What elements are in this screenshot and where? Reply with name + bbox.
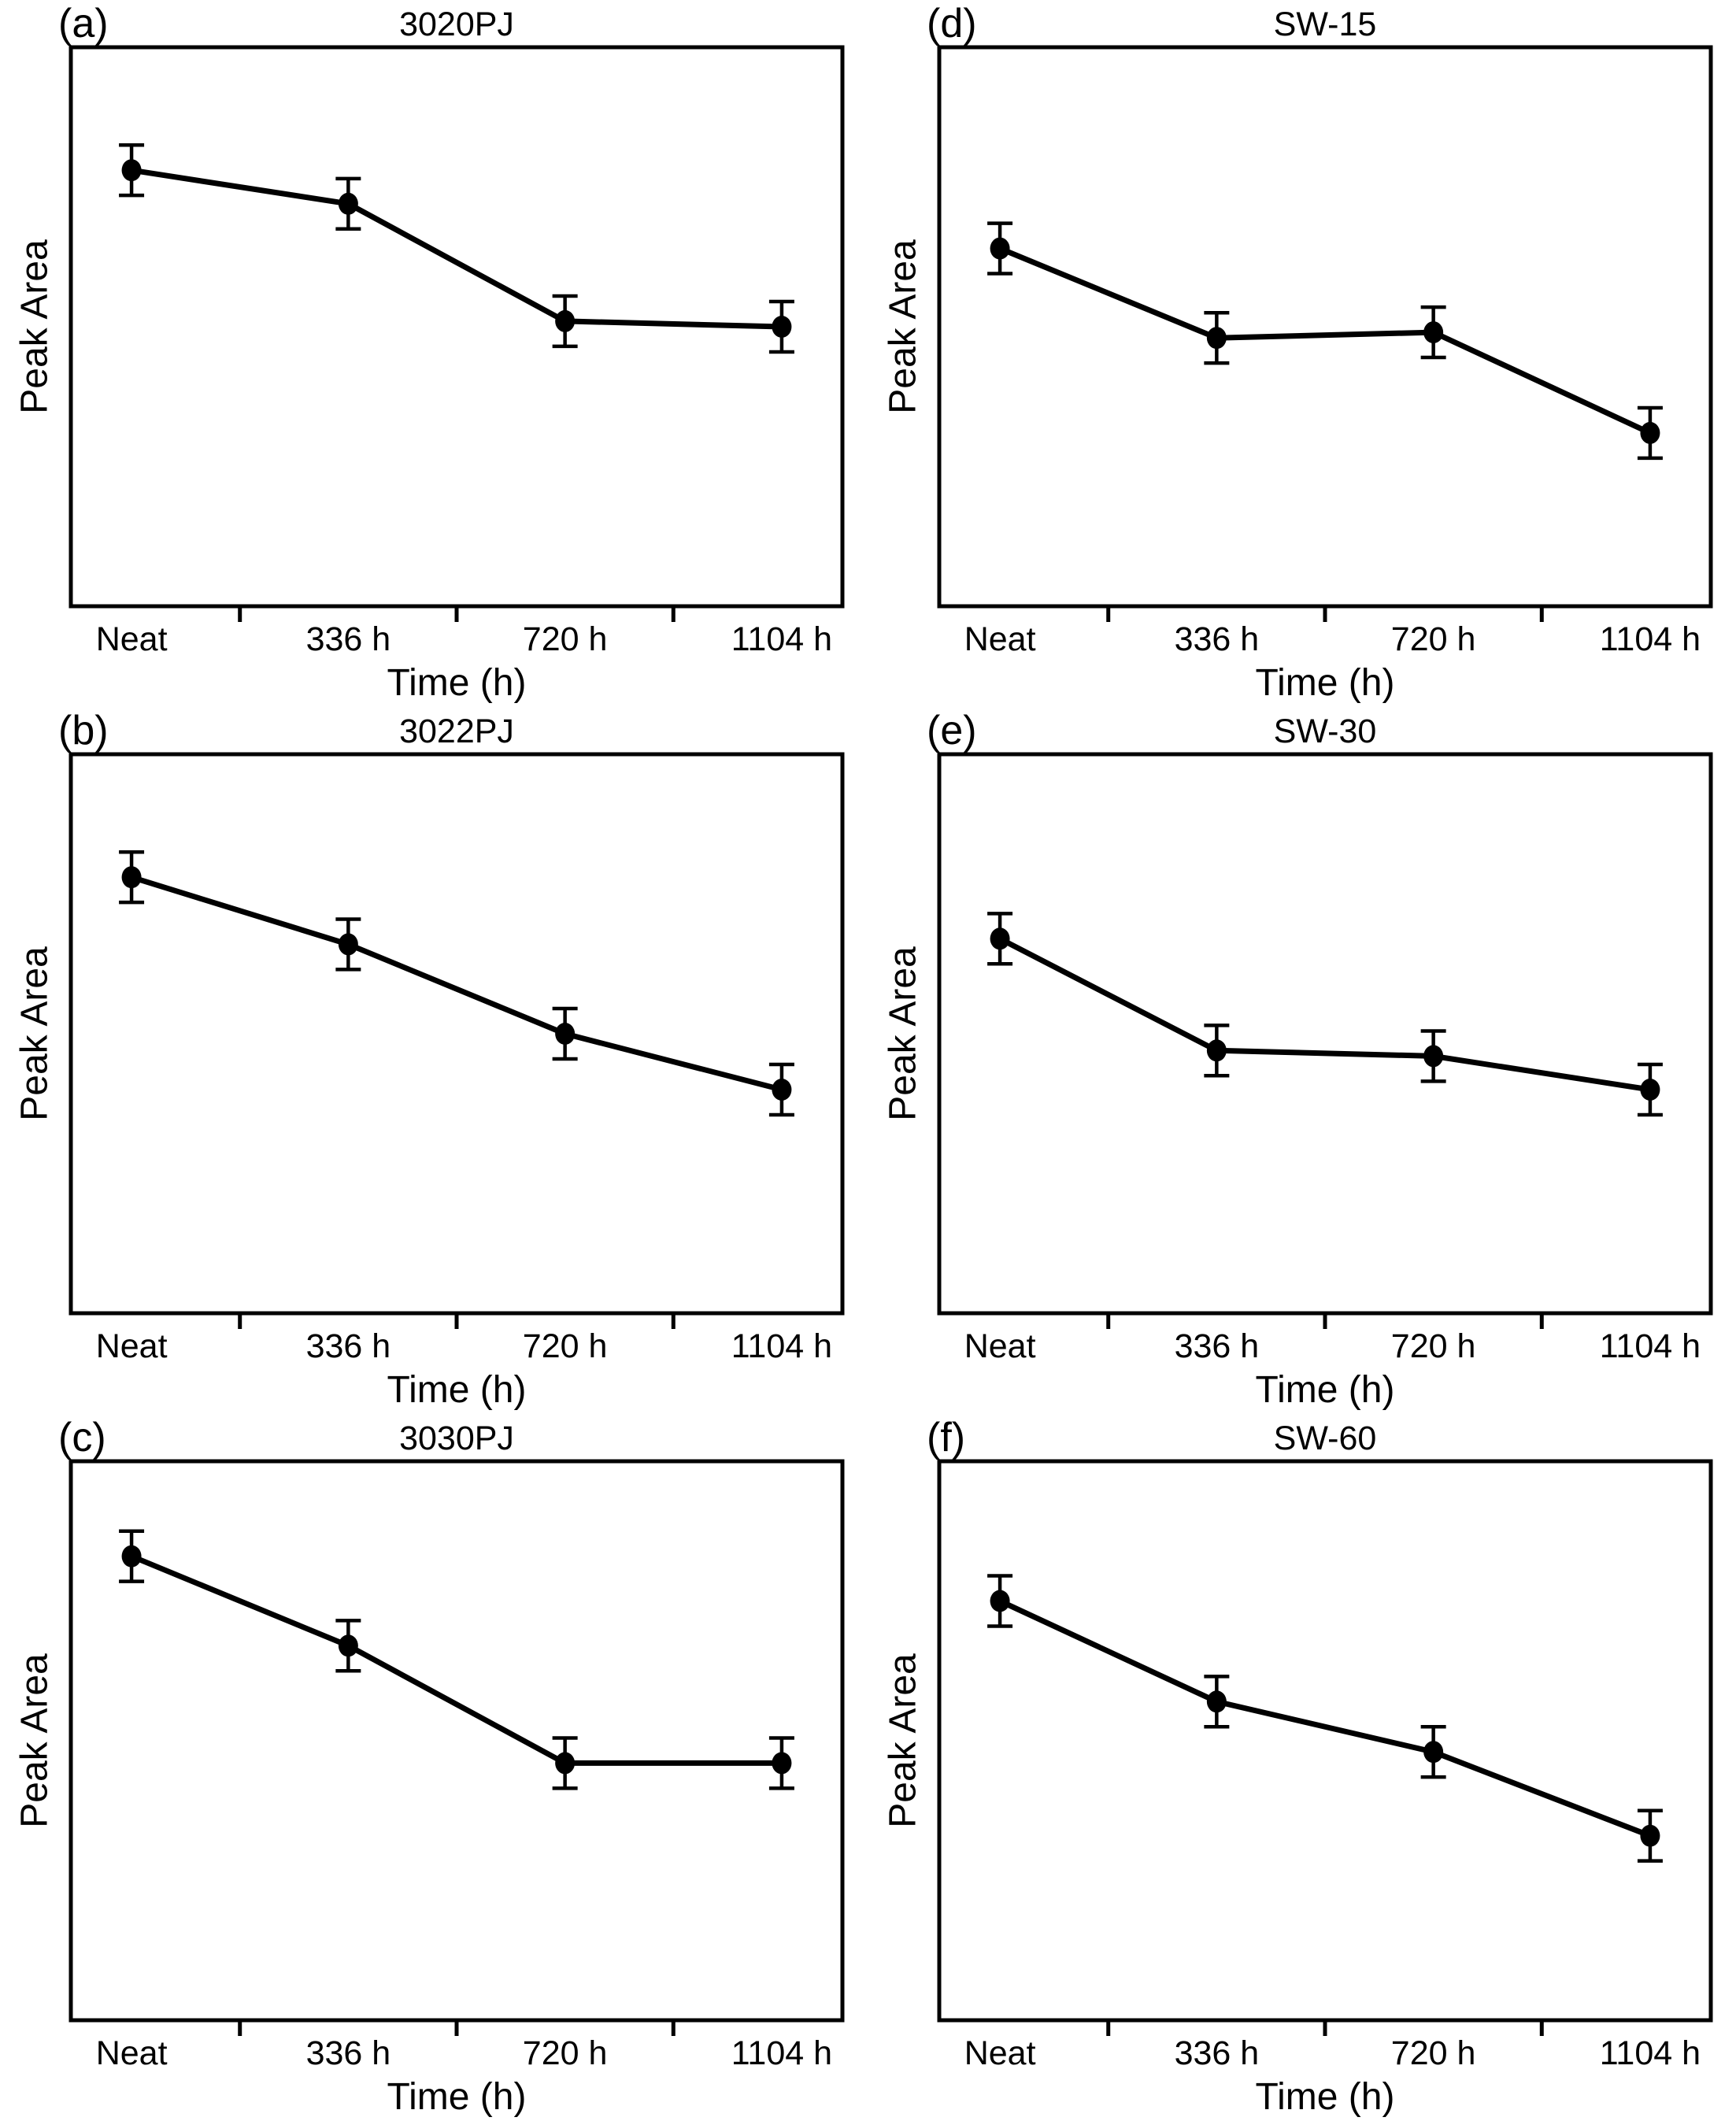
panel-title: SW-60: [1273, 1420, 1377, 1457]
x-tick-label: Neat: [95, 1327, 168, 1365]
x-tick-label: 720 h: [1390, 2034, 1476, 2072]
x-tick-label: 1104 h: [1599, 2034, 1701, 2072]
x-tick-label: 1104 h: [731, 1327, 833, 1365]
x-tick-label: 1104 h: [1599, 1327, 1701, 1365]
x-tick-label: 720 h: [522, 620, 608, 658]
panel-c: (c) 3030PJ Peak Area Neat 336 h 720 h 11…: [0, 1414, 868, 2121]
x-axis-label: Time (h): [387, 1369, 527, 1411]
panel-letter: (e): [927, 708, 977, 753]
panel-e: (e) SW-30 Peak Area Neat 336 h 720 h 110…: [868, 707, 1736, 1414]
x-axis-label: Time (h): [1255, 2076, 1395, 2118]
line-plot-canvas: [937, 45, 1713, 622]
x-tick-label: 1104 h: [731, 620, 833, 658]
line-plot-canvas: [68, 752, 845, 1329]
line-plot-canvas: [937, 1459, 1713, 2036]
x-tick-label: Neat: [964, 620, 1036, 658]
panel-title: 3022PJ: [399, 713, 514, 750]
x-axis-label: Time (h): [1255, 662, 1395, 704]
line-plot-canvas: [68, 45, 845, 622]
x-axis-label: Time (h): [387, 662, 527, 704]
panel-title: SW-15: [1273, 6, 1377, 43]
x-axis-label: Time (h): [387, 2076, 527, 2118]
panel-d: (d) SW-15 Peak Area Neat 336 h 720 h 110…: [868, 0, 1736, 707]
x-tick-label: 720 h: [522, 1327, 608, 1365]
x-tick-label: 720 h: [1390, 1327, 1476, 1365]
x-tick-label: 336 h: [305, 620, 391, 658]
x-tick-label: 1104 h: [731, 2034, 833, 2072]
x-tick-label: Neat: [964, 2034, 1036, 2072]
panel-f: (f) SW-60 Peak Area Neat 336 h 720 h 110…: [868, 1414, 1736, 2121]
x-tick-label: Neat: [95, 620, 168, 658]
x-tick-label: 336 h: [1174, 2034, 1260, 2072]
x-tick-label: 720 h: [522, 2034, 608, 2072]
x-axis-label: Time (h): [1255, 1369, 1395, 1411]
x-tick-labels: Neat 336 h 720 h 1104 h: [71, 1327, 842, 1368]
panel-title: SW-30: [1273, 713, 1377, 750]
panel-title: 3030PJ: [399, 1420, 514, 1457]
line-plot-canvas: [68, 1459, 845, 2036]
x-tick-label: 720 h: [1390, 620, 1476, 658]
x-tick-labels: Neat 336 h 720 h 1104 h: [71, 2034, 842, 2075]
x-tick-labels: Neat 336 h 720 h 1104 h: [939, 2034, 1711, 2075]
x-tick-label: 336 h: [305, 2034, 391, 2072]
panel-letter: (b): [58, 708, 109, 753]
x-tick-label: 1104 h: [1599, 620, 1701, 658]
line-plot-canvas: [937, 752, 1713, 1329]
panel-letter: (c): [58, 1415, 106, 1460]
x-tick-label: Neat: [964, 1327, 1036, 1365]
panel-a: (a) 3020PJ Peak Area Neat 336 h 720 h 11…: [0, 0, 868, 707]
x-tick-label: Neat: [95, 2034, 168, 2072]
panel-b: (b) 3022PJ Peak Area Neat 336 h 720 h 11…: [0, 707, 868, 1414]
x-tick-labels: Neat 336 h 720 h 1104 h: [939, 620, 1711, 661]
x-tick-labels: Neat 336 h 720 h 1104 h: [939, 1327, 1711, 1368]
x-tick-labels: Neat 336 h 720 h 1104 h: [71, 620, 842, 661]
panel-letter: (a): [58, 1, 109, 46]
x-tick-label: 336 h: [1174, 620, 1260, 658]
x-tick-label: 336 h: [1174, 1327, 1260, 1365]
panel-letter: (f): [927, 1415, 966, 1460]
panel-title: 3020PJ: [399, 6, 514, 43]
panel-letter: (d): [927, 1, 977, 46]
x-tick-label: 336 h: [305, 1327, 391, 1365]
